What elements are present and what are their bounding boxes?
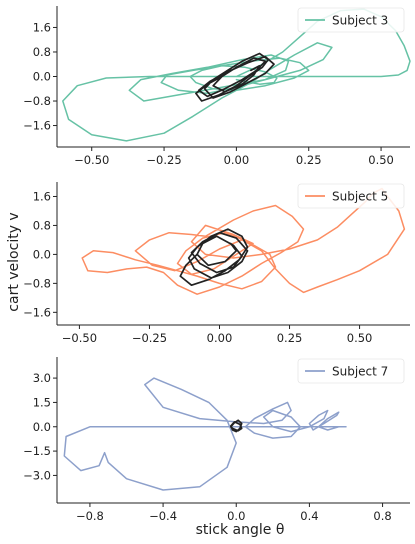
x-tick-label: 0.50: [347, 331, 373, 345]
x-tick-label: −0.50: [62, 331, 97, 345]
y-tick-label: −0.8: [23, 94, 51, 108]
panel-1: 1.6 0.8 0.0 −0.8 −1.6 −0.50 −0.25 0.00 0.25 0.50 S…: [23, 6, 411, 167]
legend-box: [297, 183, 405, 209]
legend-label: Subject 3: [332, 14, 388, 28]
y-tick-label: 0.0: [33, 247, 51, 261]
series-line-panel-3: [63, 377, 347, 491]
y-tick-label: 0.8: [33, 45, 51, 59]
y-tick-label: −0.8: [23, 276, 51, 290]
legend-box: [297, 358, 405, 384]
x-tick-label: 0.25: [277, 331, 303, 345]
legend: Subject 7: [297, 358, 405, 384]
y-axis-label: cart velocity v: [6, 212, 22, 311]
y-tick-label: 1.5: [33, 395, 51, 409]
legend-box: [297, 7, 405, 33]
reference-trajectory-panel-2: [179, 228, 249, 287]
legend-label: Subject 7: [332, 365, 388, 379]
series-line-panel-1: [62, 8, 411, 142]
series-line-panel-2: [81, 187, 406, 295]
x-tick-label: 0.0: [227, 509, 245, 523]
y-tick-label: 0.0: [33, 420, 51, 434]
y-tick-label: 0.8: [33, 218, 51, 232]
x-tick-label: −0.4: [149, 509, 177, 523]
y-tick-label: −1.5: [23, 444, 51, 458]
panel-3: 3.0 1.5 0.0 −1.5 −3.0 −0.8 −0.4 0.0 0.4 0.8 Subjec…: [23, 357, 410, 523]
y-tick-label: −1.6: [23, 119, 51, 133]
y-tick-label: −1.6: [23, 305, 51, 319]
x-tick-label: −0.50: [74, 153, 109, 167]
x-tick-label: 0.50: [368, 153, 394, 167]
x-tick-label: 0.00: [207, 331, 233, 345]
x-tick-label: 0.4: [300, 509, 318, 523]
y-tick-label: 1.6: [33, 20, 51, 34]
reference-trajectory-panel-3: [229, 419, 243, 433]
x-axis-label: stick angle θ: [196, 522, 285, 538]
y-tick-label: 1.6: [33, 189, 51, 203]
legend: Subject 3: [297, 7, 405, 33]
panel-2: 1.6 0.8 0.0 −0.8 −1.6 −0.50 −0.25 0.00 0.25 0.50 S…: [23, 182, 410, 345]
legend: Subject 5: [297, 183, 405, 209]
y-tick-label: 3.0: [33, 371, 51, 385]
x-tick-label: 0.00: [224, 153, 250, 167]
x-tick-label: 0.8: [373, 509, 391, 523]
y-tick-label: 0.0: [33, 70, 51, 84]
reference-trajectory-panel-1: [195, 52, 275, 102]
x-tick-label: 0.25: [296, 153, 322, 167]
y-tick-label: −3.0: [23, 468, 51, 482]
x-tick-label: −0.25: [132, 331, 167, 345]
legend-label: Subject 5: [332, 190, 388, 204]
x-tick-label: −0.8: [76, 509, 104, 523]
x-tick-label: −0.25: [146, 153, 181, 167]
